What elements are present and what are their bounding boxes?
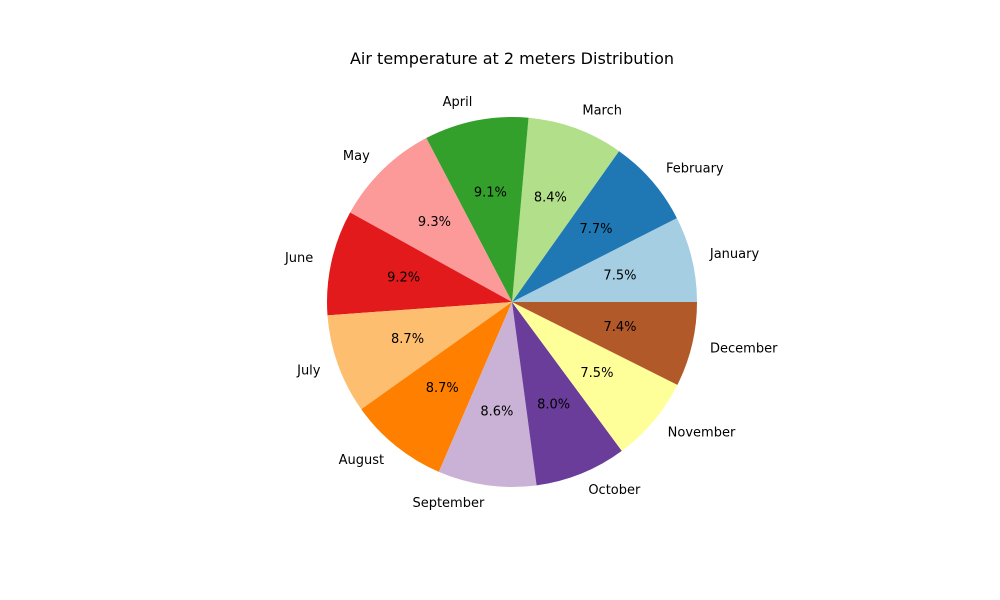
pie-slice-november xyxy=(512,302,678,451)
slice-percent-april: 9.1% xyxy=(474,186,507,201)
slice-percent-february: 7.7% xyxy=(579,222,612,237)
slice-percent-january: 7.5% xyxy=(603,269,636,284)
pie-slice-september xyxy=(438,302,537,487)
slice-label-january: January xyxy=(709,247,760,262)
slice-percent-july: 8.7% xyxy=(391,332,424,347)
pie-slice-april xyxy=(426,117,529,302)
slice-percent-december: 7.4% xyxy=(604,320,637,335)
slice-label-november: November xyxy=(668,426,736,441)
slice-label-february: February xyxy=(666,161,724,176)
pie-slice-march xyxy=(512,117,619,302)
slice-labels: January 7.5% February 7.7% March 8.4% April 9.1… xyxy=(284,95,778,511)
slice-percent-march: 8.4% xyxy=(534,190,567,205)
slice-percent-june: 9.2% xyxy=(387,271,420,286)
slice-percent-september: 8.6% xyxy=(480,404,513,419)
chart-title: Air temperature at 2 meters Distribution xyxy=(350,49,674,68)
slice-label-june: June xyxy=(284,251,313,266)
pie-slice-may xyxy=(350,138,512,302)
slice-label-october: October xyxy=(588,483,641,498)
slice-label-september: September xyxy=(412,496,485,511)
pie-slice-january xyxy=(512,218,697,302)
slice-percent-august: 8.7% xyxy=(426,381,459,396)
pie-slice-june xyxy=(327,212,512,316)
slice-label-march: March xyxy=(582,104,622,119)
pie-slice-august xyxy=(361,302,512,472)
pie-slice-february xyxy=(512,151,677,302)
slice-label-december: December xyxy=(710,341,778,356)
pie-slice-october xyxy=(512,302,622,486)
pie-slice-july xyxy=(327,302,512,410)
slice-percent-november: 7.5% xyxy=(580,366,613,381)
slice-label-april: April xyxy=(443,95,473,110)
slice-percent-october: 8.0% xyxy=(537,397,570,412)
slice-label-may: May xyxy=(343,149,370,164)
slice-label-august: August xyxy=(339,453,385,468)
pie-slice-december xyxy=(512,302,697,385)
slice-label-july: July xyxy=(296,363,321,378)
slice-percent-may: 9.3% xyxy=(418,215,451,230)
pie-slices xyxy=(327,117,697,487)
